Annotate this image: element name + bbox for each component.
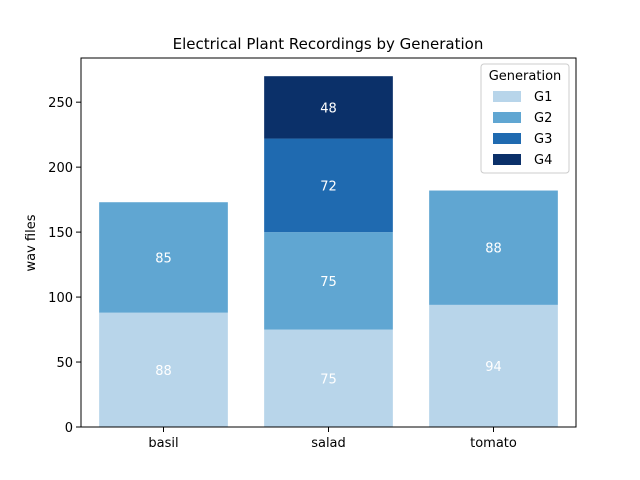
legend-label-g1: G1 [534, 90, 552, 105]
legend: Generation G1 G2 G3 G4 [480, 63, 570, 174]
legend-swatch-g4 [493, 154, 521, 165]
bar-tomato-g1 [429, 304, 558, 427]
y-tick-label: 250 [48, 96, 73, 111]
legend-swatch-g3 [493, 133, 521, 144]
data-label-salad-g4: 48 [320, 101, 337, 116]
y-tick-label: 0 [65, 421, 73, 436]
y-axis-label: wav files [24, 214, 39, 271]
y-tick-label: 150 [48, 226, 73, 241]
bar-salad-g1 [264, 329, 393, 427]
legend-swatch-g2 [493, 112, 521, 123]
legend-label-g3: G3 [534, 132, 552, 147]
bar-salad-g3 [264, 138, 393, 233]
chart-title: Electrical Plant Recordings by Generatio… [173, 35, 484, 53]
data-label-tomato-g2: 88 [485, 242, 502, 257]
bar-salad-g2 [264, 232, 393, 330]
x-tick-label-salad: salad [311, 436, 346, 451]
bar-salad-g4 [264, 76, 393, 139]
bar-basil-g2 [99, 202, 228, 313]
data-label-salad-g2: 75 [320, 275, 337, 290]
x-tick-label-tomato: tomato [470, 436, 517, 451]
legend-swatch-g1 [493, 91, 521, 102]
data-label-salad-g3: 72 [320, 179, 337, 194]
y-tick-label: 200 [48, 161, 73, 176]
y-tick-label: 50 [56, 356, 73, 371]
y-tick-label: 100 [48, 291, 73, 306]
data-label-basil-g2: 85 [155, 251, 172, 266]
data-label-salad-g1: 75 [320, 372, 337, 387]
legend-label-g2: G2 [534, 111, 552, 126]
data-label-tomato-g1: 94 [485, 360, 502, 375]
x-tick-label-basil: basil [148, 436, 178, 451]
legend-label-g4: G4 [534, 153, 552, 168]
bar-basil-g1 [99, 312, 228, 427]
bar-tomato-g2 [429, 190, 558, 305]
legend-title: Generation [489, 69, 562, 84]
data-label-basil-g1: 88 [155, 364, 172, 379]
